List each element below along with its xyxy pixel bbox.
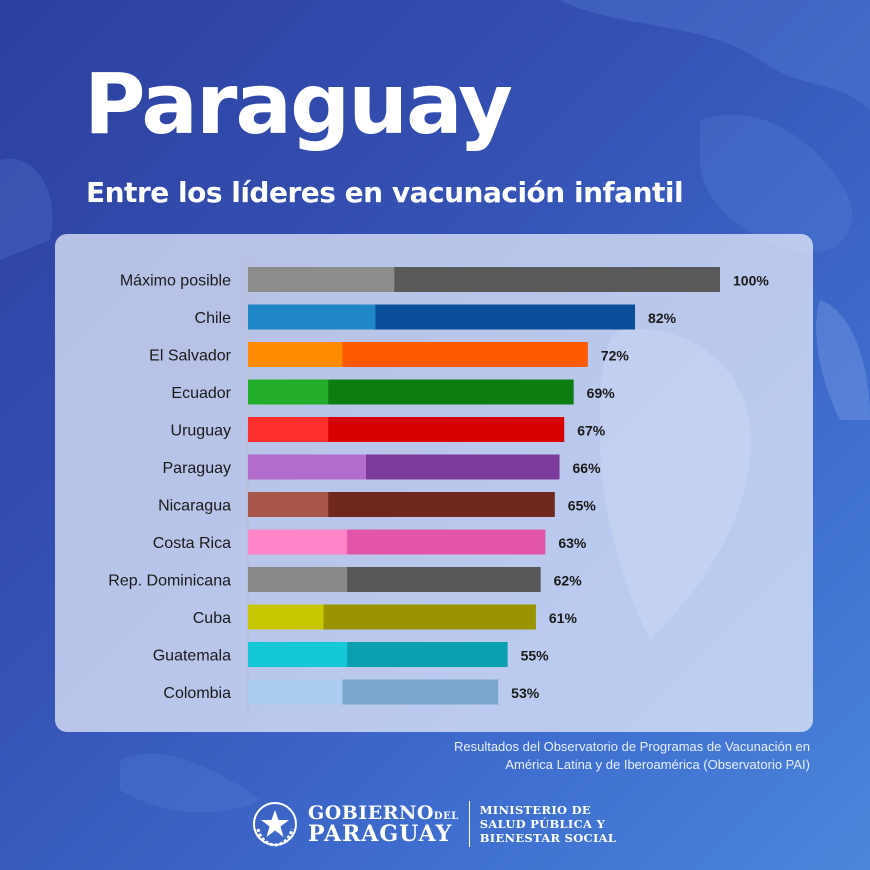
bar-highlight [248, 454, 366, 480]
vaccination-bar-chart: Máximo posible 100% Chile 82% El Salvador 72%… [108, 256, 769, 712]
data-label: 55% [521, 648, 550, 664]
ministry-line-1: MINISTERIO DE [479, 803, 591, 817]
ministry-wordmark: MINISTERIO DE SALUD PÚBLICA Y BIENESTAR … [480, 803, 617, 845]
category-label: Nicaragua [158, 498, 231, 515]
gov-line-1: GOBIERNO [308, 801, 434, 824]
data-label: 53% [511, 685, 540, 701]
category-label: Uruguay [171, 423, 231, 440]
bar-highlight [248, 604, 324, 630]
bar-highlight [248, 267, 395, 292]
bar-highlight [248, 529, 348, 555]
category-label: Rep. Dominicana [108, 573, 231, 590]
footer-divider [468, 801, 470, 847]
government-footer: GOBIERNODEL PARAGUAY MINISTERIO DE SALUD… [250, 798, 616, 850]
bar-highlight [248, 342, 343, 367]
page-subtitle: Entre los líderes en vacunación infantil [86, 176, 684, 209]
data-label: 69% [587, 385, 616, 401]
category-label: Cuba [193, 610, 231, 627]
government-wordmark: GOBIERNODEL PARAGUAY [308, 801, 459, 847]
ministry-line-3: BIENESTAR SOCIAL [479, 831, 617, 845]
bar-highlight [248, 417, 329, 442]
data-label: 61% [549, 610, 578, 626]
category-label: Colombia [163, 685, 231, 702]
bar-highlight [248, 567, 348, 592]
data-label: 62% [554, 573, 583, 589]
chart-panel: Máximo posible 100% Chile 82% El Salvador 72%… [55, 234, 813, 732]
data-label: 63% [558, 535, 587, 551]
page-title: Paraguay [84, 55, 513, 153]
data-label: 72% [601, 348, 630, 364]
bar-highlight [248, 304, 376, 330]
bar-highlight [248, 492, 329, 517]
source-line-1: Resultados del Observatorio de Programas… [453, 739, 810, 754]
data-label: 67% [577, 423, 606, 439]
data-label: 82% [648, 310, 677, 326]
gov-line-2: PARAGUAY [308, 820, 453, 847]
data-label: 66% [573, 460, 602, 476]
category-label: Costa Rica [153, 535, 231, 552]
category-label: Ecuador [171, 385, 231, 402]
category-label: El Salvador [149, 348, 231, 365]
bar-highlight [248, 379, 329, 405]
ministry-line-2: SALUD PÚBLICA Y [479, 817, 606, 831]
category-label: Paraguay [163, 460, 232, 477]
category-label: Máximo posible [120, 273, 231, 290]
source-line-2: América Latina y de Iberoamérica (Observ… [505, 757, 810, 772]
gov-del: DEL [433, 810, 459, 822]
data-label: 100% [733, 273, 769, 289]
bar-highlight [248, 642, 348, 667]
national-seal-icon [253, 802, 297, 847]
category-label: Guatemala [153, 648, 231, 665]
bar-highlight [248, 679, 343, 705]
data-label: 65% [568, 498, 597, 514]
source-note: Resultados del Observatorio de Programas… [454, 738, 810, 774]
category-label: Chile [195, 310, 232, 327]
